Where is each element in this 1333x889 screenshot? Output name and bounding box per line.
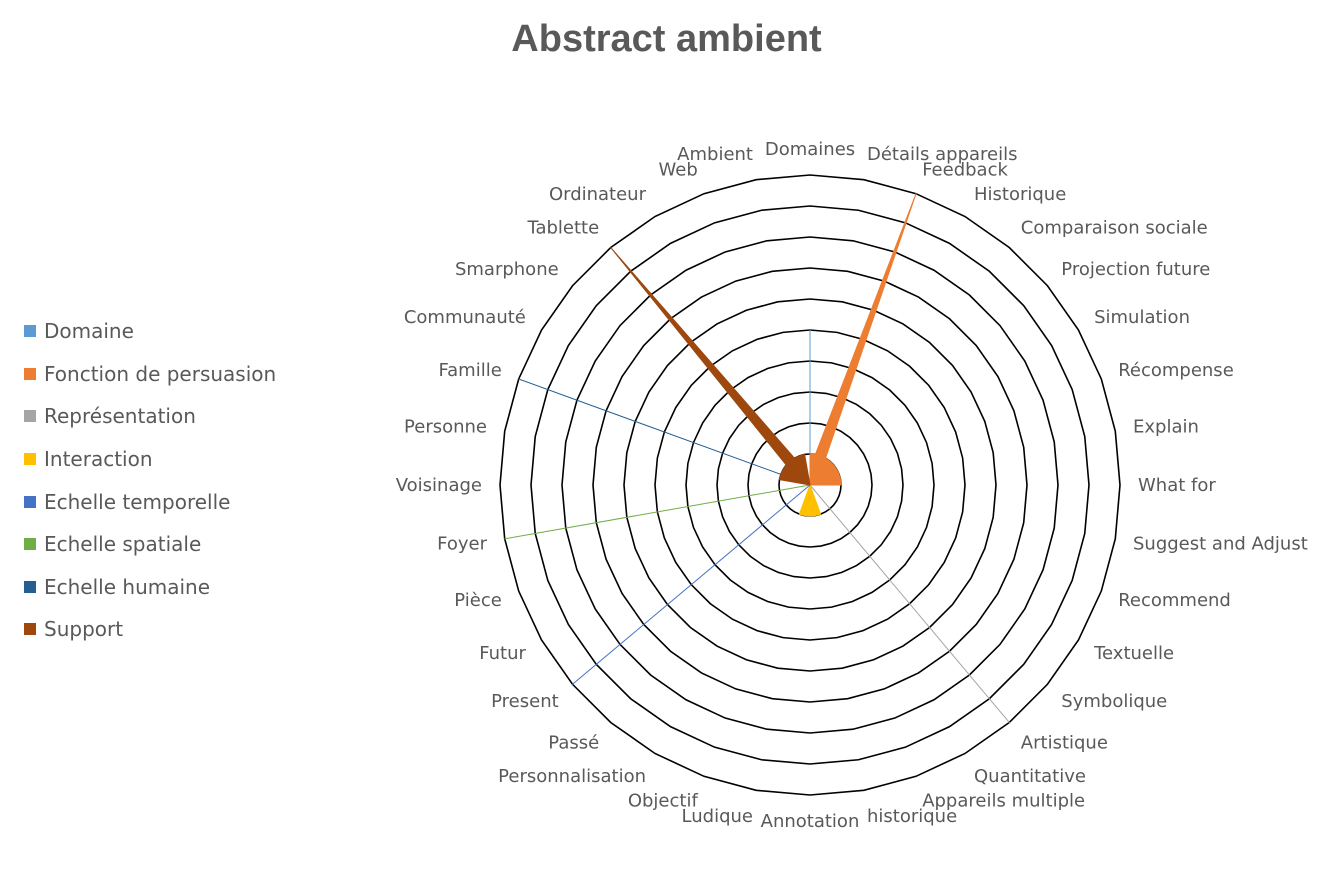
axis-label-9: Explain xyxy=(1133,417,1199,438)
series-area-3 xyxy=(809,484,1010,723)
axis-label-28: Voisinage xyxy=(396,475,482,496)
axis-label-29: Personne xyxy=(404,417,487,438)
legend-label: Représentation xyxy=(44,404,196,429)
legend-swatch xyxy=(24,623,36,636)
axis-label-21: Objectif xyxy=(628,791,699,812)
series-area-8 xyxy=(610,247,811,486)
legend-label: Support xyxy=(44,617,124,642)
axis-label-15: Artistique xyxy=(1021,732,1108,753)
series-area-2 xyxy=(809,193,917,486)
grid-ring-5 xyxy=(654,329,966,641)
grid-rings xyxy=(499,174,1121,796)
axis-label-19: Annotation xyxy=(761,811,860,832)
axis-label-31: Communauté xyxy=(404,307,526,328)
legend-item-5: Echelle temporelle xyxy=(24,480,276,523)
axis-label-26: Pièce xyxy=(454,590,502,611)
chart-title: Abstract ambient xyxy=(511,18,822,60)
axis-label-6: Projection future xyxy=(1061,259,1210,280)
grid-ring-7 xyxy=(592,267,1028,703)
legend: Domaine Fonction de persuasion Représentat… xyxy=(24,310,276,651)
legend-item-4: Interaction xyxy=(24,438,276,481)
legend-item-1: Domaine xyxy=(24,310,276,353)
legend-swatch xyxy=(24,538,36,551)
grid-ring-2 xyxy=(747,422,873,548)
axis-label-8: Récompense xyxy=(1118,360,1234,381)
legend-item-2: Fonction de persuasion xyxy=(24,353,276,396)
legend-swatch xyxy=(24,453,36,466)
axis-label-34: Ordinateur xyxy=(549,184,647,205)
legend-swatch xyxy=(24,410,36,423)
legend-item-7: Echelle humaine xyxy=(24,566,276,609)
series-area-5 xyxy=(572,484,811,685)
axis-label-24: Present xyxy=(491,691,559,712)
axis-label-22: Personnalisation xyxy=(498,766,646,787)
axis-label-7: Simulation xyxy=(1094,307,1190,328)
axis-label-14: Symbolique xyxy=(1061,691,1167,712)
axis-label-23: Passé xyxy=(548,732,599,753)
axis-label-3: Feedback xyxy=(922,159,1008,180)
axis-label-27: Foyer xyxy=(437,533,487,554)
axis-label-13: Textuelle xyxy=(1093,643,1174,664)
legend-label: Interaction xyxy=(44,447,153,472)
axis-label-35: Web xyxy=(659,159,698,180)
series-layer xyxy=(504,193,1010,723)
axis-label-30: Famille xyxy=(438,360,501,381)
axis-label-17: Appareils multiple xyxy=(922,791,1085,812)
axis-label-12: Recommend xyxy=(1118,590,1231,611)
legend-item-6: Echelle spatiale xyxy=(24,523,276,566)
axis-label-1: Domaines xyxy=(765,139,855,160)
axis-label-25: Futur xyxy=(479,643,526,664)
grid-ring-6 xyxy=(623,298,997,672)
legend-swatch xyxy=(24,580,36,593)
legend-swatch xyxy=(24,367,36,380)
grid-ring-3 xyxy=(716,391,904,579)
axis-label-36: Ambient xyxy=(677,144,753,165)
axis-label-18: historique xyxy=(867,806,957,827)
legend-label: Echelle humaine xyxy=(44,574,211,599)
axis-label-4: Historique xyxy=(974,184,1066,205)
legend-label: Echelle temporelle xyxy=(44,489,231,514)
axis-label-11: Suggest and Adjust xyxy=(1133,533,1308,554)
grid-ring-9 xyxy=(530,205,1090,765)
axis-label-16: Quantitative xyxy=(974,766,1086,787)
legend-label: Domaine xyxy=(44,319,134,344)
axis-label-32: Smarphone xyxy=(455,259,559,280)
axis-label-33: Tablette xyxy=(526,218,599,239)
legend-swatch xyxy=(24,495,36,508)
axis-label-20: Ludique xyxy=(682,806,753,827)
axis-label-5: Comparaison sociale xyxy=(1021,218,1208,239)
axis-label-10: What for xyxy=(1138,475,1216,496)
legend-item-8: Support xyxy=(24,608,276,651)
legend-swatch xyxy=(24,325,36,338)
legend-label: Echelle spatiale xyxy=(44,532,202,557)
axis-label-2: Détails appareils xyxy=(867,144,1018,165)
legend-label: Fonction de persuasion xyxy=(44,361,277,386)
grid-ring-4 xyxy=(685,360,935,610)
grid-ring-8 xyxy=(561,236,1059,734)
series-area-6 xyxy=(504,484,811,540)
series-area-4 xyxy=(798,484,822,517)
grid-ring-10 xyxy=(499,174,1121,796)
legend-item-3: Représentation xyxy=(24,395,276,438)
